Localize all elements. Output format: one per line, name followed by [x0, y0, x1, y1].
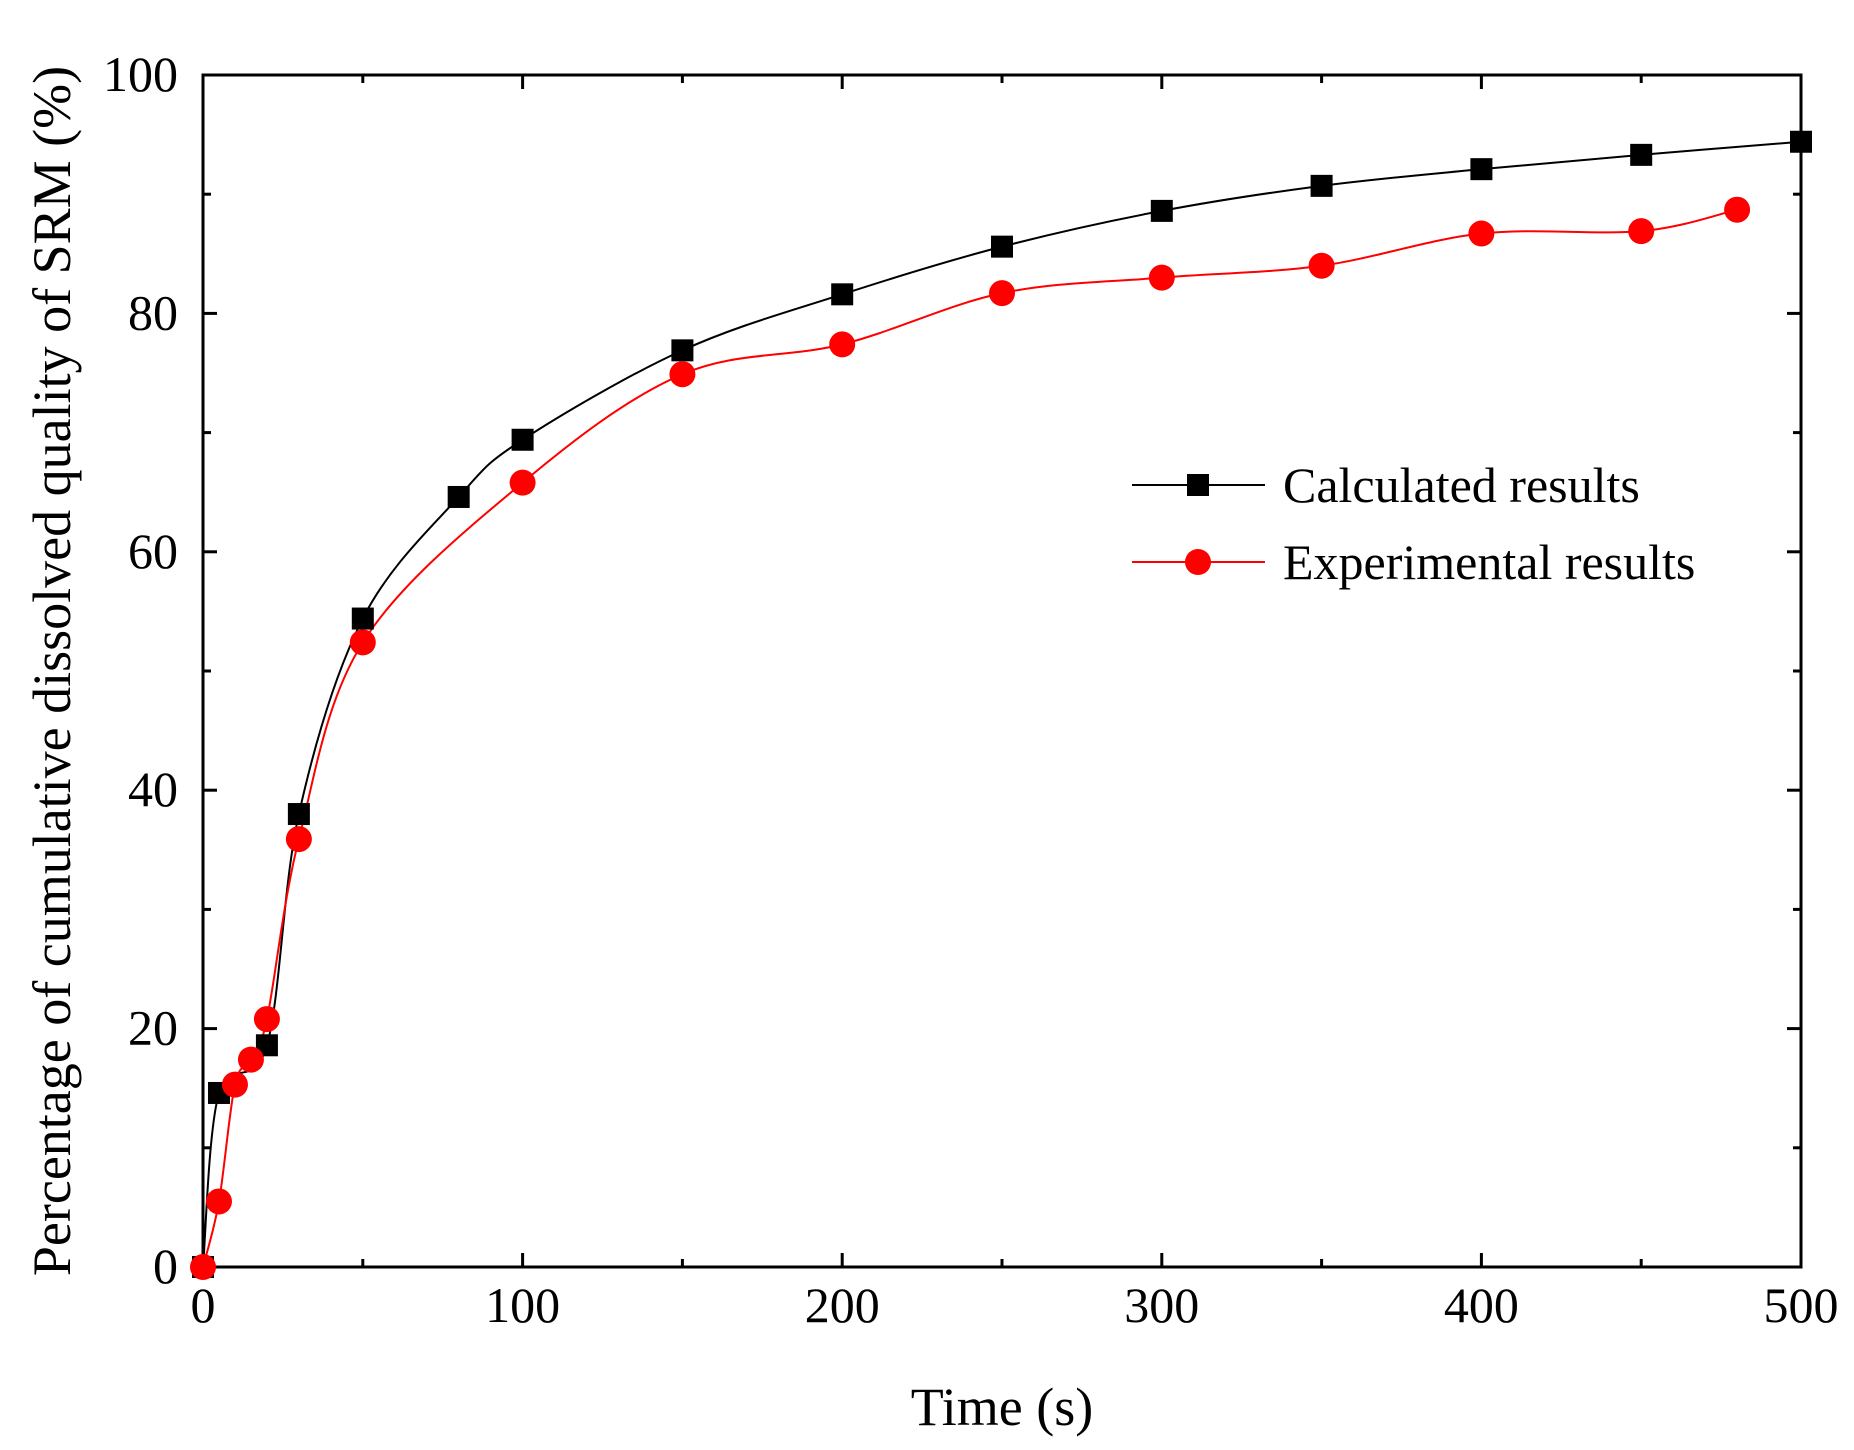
- series-lines: [202, 140, 1802, 1268]
- data-point-square: [1150, 199, 1173, 222]
- data-point-circle: [285, 826, 312, 853]
- series-line: [202, 208, 1738, 1268]
- y-tick-label: 0: [153, 1238, 178, 1294]
- x-tick-label: 0: [191, 1277, 216, 1333]
- data-point-square: [287, 803, 310, 826]
- data-point-circle: [989, 280, 1015, 307]
- data-point-square: [831, 283, 854, 306]
- data-point-circle: [253, 1006, 280, 1033]
- y-tick-label: 100: [103, 46, 178, 102]
- data-point-circle: [509, 469, 536, 496]
- data-point-circle: [349, 629, 376, 656]
- y-axis-title: Percentage of cumulative dissolved quali…: [22, 66, 82, 1276]
- axis-ticks: 0 100 200 300 400 500 0 20 40 60 80 100: [103, 46, 1839, 1333]
- data-point-square: [511, 428, 534, 451]
- legend-marker-square: [1187, 474, 1209, 496]
- legend-marker-circle: [1185, 549, 1211, 575]
- data-point-square: [671, 339, 694, 362]
- data-point-square: [447, 485, 470, 508]
- data-point-circle: [1308, 252, 1335, 279]
- x-axis-title: Time (s): [911, 1377, 1094, 1437]
- data-point-circle: [190, 1254, 216, 1280]
- data-point-square: [1630, 143, 1653, 166]
- y-tick-label: 60: [128, 523, 178, 579]
- x-tick-label: 300: [1124, 1277, 1199, 1333]
- legend-label: Calculated results: [1283, 457, 1640, 513]
- x-tick-label: 100: [485, 1277, 560, 1333]
- y-tick-label: 40: [128, 761, 178, 817]
- series-line: [202, 140, 1802, 1268]
- data-point-circle: [1468, 220, 1495, 247]
- data-point-square: [1470, 158, 1493, 181]
- y-tick-label: 80: [128, 284, 178, 340]
- x-tick-label: 500: [1764, 1277, 1839, 1333]
- data-point-circle: [221, 1071, 248, 1098]
- data-point-circle: [237, 1046, 264, 1073]
- y-tick-label: 20: [128, 1000, 178, 1056]
- data-point-circle: [1628, 218, 1655, 245]
- data-point-circle: [1724, 196, 1751, 223]
- data-point-circle: [669, 361, 696, 388]
- x-tick-label: 400: [1444, 1277, 1519, 1333]
- data-point-square: [1790, 130, 1812, 153]
- data-point-circle: [1148, 264, 1175, 291]
- data-point-circle: [205, 1188, 232, 1215]
- data-point-square: [991, 235, 1013, 258]
- data-point-square: [1310, 174, 1333, 197]
- series-markers: [190, 130, 1812, 1280]
- data-point-square: [255, 1034, 278, 1057]
- data-point-circle: [829, 331, 856, 358]
- data-point-square: [351, 607, 374, 630]
- x-tick-label: 200: [805, 1277, 880, 1333]
- legend: Calculated results Experimental results: [1132, 457, 1695, 590]
- legend-label: Experimental results: [1283, 534, 1695, 590]
